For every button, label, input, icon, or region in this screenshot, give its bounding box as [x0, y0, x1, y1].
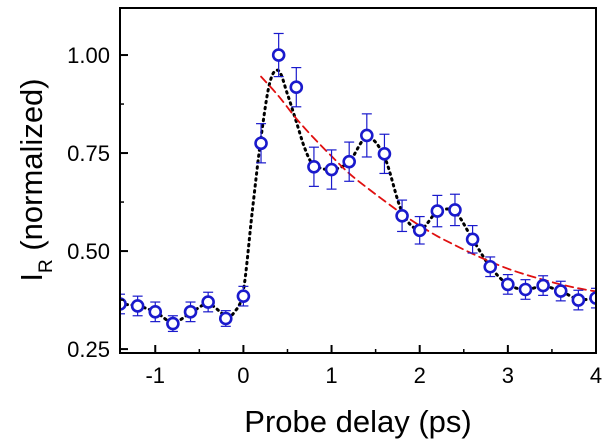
data-point [236, 285, 251, 307]
marker [342, 154, 356, 169]
marker [218, 311, 233, 326]
marker [324, 162, 339, 177]
data-point [360, 113, 374, 158]
data-point [342, 141, 356, 182]
x-axis-title: Probe delay (ps) [244, 404, 471, 439]
marker [289, 80, 304, 94]
marker [412, 223, 427, 238]
data-point [307, 146, 321, 187]
data-point [518, 279, 533, 300]
marker [120, 297, 127, 311]
x-tick-label: 1 [325, 363, 337, 388]
x-tick-label: -1 [145, 363, 165, 388]
data-point [289, 66, 304, 108]
data-point [501, 273, 515, 295]
data-point [120, 293, 127, 315]
y-tick-label: 1.00 [67, 43, 110, 68]
y-tick-label: 0.25 [67, 337, 110, 362]
data-point [183, 301, 198, 323]
dashed-fit-line [260, 75, 596, 293]
data-point [465, 224, 480, 254]
y-axis-title: IR (normalized) [14, 78, 57, 281]
marker [518, 282, 533, 297]
marker [483, 259, 498, 274]
x-tick-label: 4 [590, 363, 602, 388]
data-point [448, 193, 462, 227]
marker [271, 48, 286, 62]
data-point [430, 194, 445, 228]
marker [571, 293, 586, 307]
data-point [589, 287, 596, 309]
data-point [254, 123, 268, 164]
marker [360, 128, 374, 143]
marker [553, 284, 568, 298]
data-point [271, 32, 286, 78]
marker [148, 305, 163, 319]
marker [254, 136, 268, 151]
marker [377, 147, 392, 161]
data-point [483, 256, 498, 278]
y-tick-label: 0.75 [67, 141, 110, 166]
marker [430, 204, 445, 218]
data-point [395, 199, 409, 233]
marker [589, 291, 596, 305]
marker [166, 316, 180, 331]
y-axis-title-main: I [14, 273, 49, 282]
marker [448, 203, 462, 217]
x-tick-label: 3 [502, 363, 514, 388]
marker [201, 295, 215, 309]
data-point [148, 301, 163, 323]
marker [183, 305, 198, 319]
data-point [201, 291, 215, 313]
data-point [324, 149, 339, 190]
data-point [130, 295, 145, 317]
marker [130, 299, 145, 313]
data-point [412, 215, 427, 245]
data-point [377, 133, 392, 175]
y-axis-title-rest: (normalized) [14, 78, 49, 259]
y-tick-label: 0.50 [67, 239, 110, 264]
data-point [536, 275, 550, 296]
y-axis-title-subscript: R [36, 259, 57, 273]
marker [465, 232, 480, 247]
marker [536, 278, 550, 293]
plot-frame [119, 7, 597, 354]
data-point [553, 280, 568, 302]
data-point [166, 315, 180, 333]
marker [307, 159, 321, 174]
data-point [218, 310, 233, 327]
marker [501, 277, 515, 292]
data-point [571, 289, 586, 311]
x-tick-label: 2 [414, 363, 426, 388]
x-tick-label: 0 [237, 363, 249, 388]
marker [395, 208, 409, 223]
marker [236, 289, 251, 303]
